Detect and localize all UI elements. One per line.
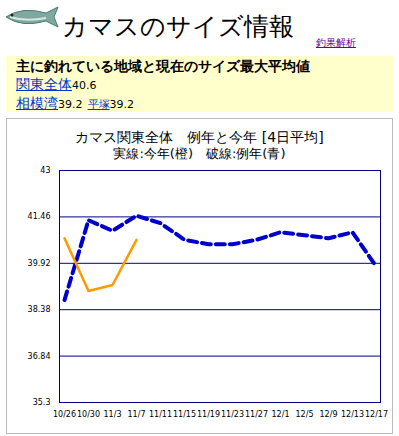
html-text:カマス関東全体 例年と今年 [4日平均]: カマス関東全体 例年と今年 [4日平均] bbox=[75, 129, 324, 145]
html-text:実線:今年(橙) 破線:例年(青): 実線:今年(橙) 破線:例年(青) bbox=[113, 146, 286, 161]
svg-text:35.3: 35.3 bbox=[33, 398, 51, 407]
svg-text:11/3: 11/3 bbox=[104, 410, 122, 419]
svg-text:11/19: 11/19 bbox=[197, 410, 220, 419]
html-text:相模湾39.2 平塚39.2: 相模湾39.2 平塚39.2 bbox=[16, 95, 135, 111]
svg-text:11/15: 11/15 bbox=[173, 410, 196, 419]
html-text:関東全体40.6: 関東全体40.6 bbox=[16, 76, 97, 92]
svg-text:11/23: 11/23 bbox=[221, 410, 244, 419]
svg-text:38.38: 38.38 bbox=[28, 305, 51, 314]
svg-text:10/26: 10/26 bbox=[53, 410, 76, 419]
svg-text:11/11: 11/11 bbox=[149, 410, 172, 419]
svg-text:39.92: 39.92 bbox=[28, 259, 51, 268]
svg-text:12/1: 12/1 bbox=[272, 410, 290, 419]
svg-text:36.84: 36.84 bbox=[28, 352, 51, 361]
html-text:釣果解析: 釣果解析 bbox=[316, 37, 356, 48]
svg-text:11/27: 11/27 bbox=[245, 410, 268, 419]
svg-text:12/13: 12/13 bbox=[341, 410, 364, 419]
svg-text:11/7: 11/7 bbox=[128, 410, 146, 419]
svg-text:43: 43 bbox=[40, 166, 50, 175]
svg-text:12/5: 12/5 bbox=[296, 410, 314, 419]
html-text:カマスのサイズ情報: カマスのサイズ情報 bbox=[62, 12, 294, 41]
svg-text:10/30: 10/30 bbox=[77, 410, 100, 419]
svg-text:12/9: 12/9 bbox=[320, 410, 338, 419]
svg-text:41.46: 41.46 bbox=[28, 212, 51, 221]
html-text:主に釣れている地域と現在のサイズ最大平均値: 主に釣れている地域と現在のサイズ最大平均値 bbox=[16, 58, 310, 74]
svg-text:12/17: 12/17 bbox=[365, 410, 388, 419]
